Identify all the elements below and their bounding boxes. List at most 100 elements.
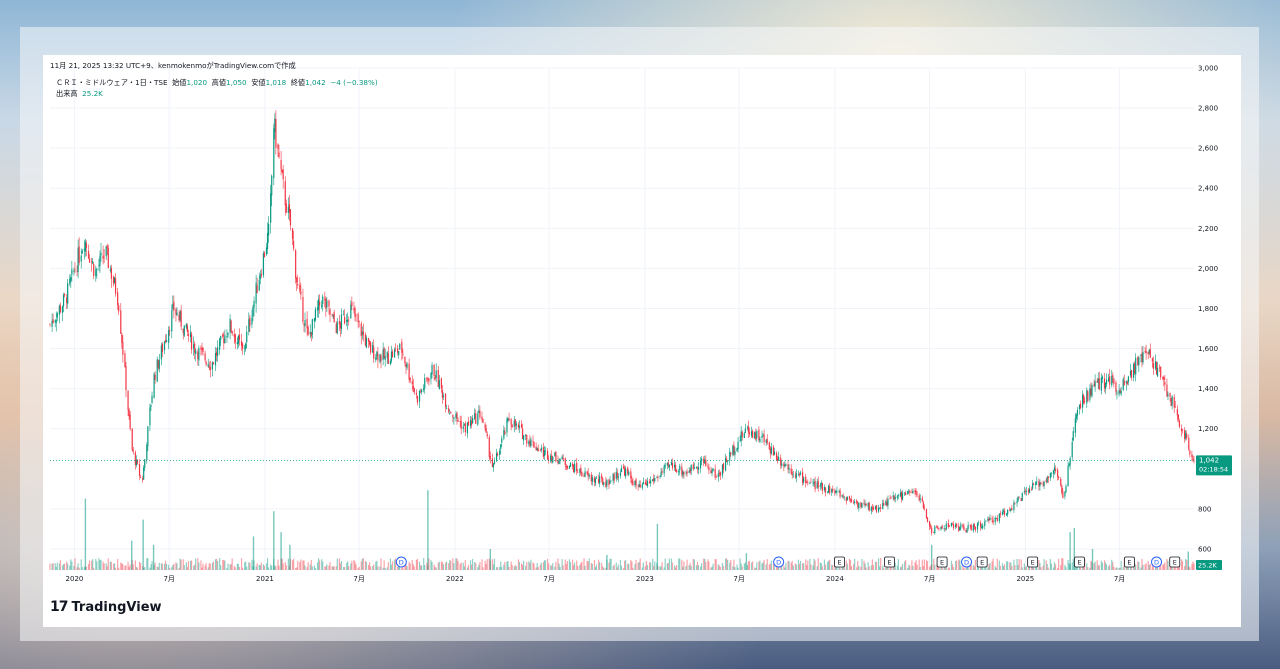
volume-bar <box>1017 564 1019 570</box>
candle-body <box>1046 477 1048 483</box>
candle-body <box>1129 370 1132 376</box>
volume-bar <box>762 562 764 570</box>
candle-body <box>151 395 153 403</box>
close-value: 1,042 <box>305 78 326 87</box>
volume-bar <box>812 565 814 570</box>
candle-body <box>406 363 408 368</box>
volume-bar <box>1010 562 1012 570</box>
price-axis[interactable]: 3,0002,8002,6002,4002,2002,0001,8001,600… <box>1198 65 1218 554</box>
candle-body <box>1071 442 1073 458</box>
volume-bar <box>132 564 134 570</box>
volume-spike <box>745 553 748 570</box>
candle-body <box>504 431 506 434</box>
volume-bar <box>569 562 572 570</box>
earnings-marker-label: E <box>1173 559 1177 567</box>
volume-bar <box>1083 565 1085 570</box>
volume-bar <box>475 563 477 570</box>
volume-bar <box>389 558 391 570</box>
candle-body <box>477 413 479 425</box>
volume-bar <box>642 562 644 570</box>
volume-bar <box>419 565 422 570</box>
volume-bar <box>478 564 480 570</box>
candle-body <box>644 482 647 485</box>
candle-body <box>955 524 957 527</box>
volume-bar <box>151 561 153 570</box>
candle-body <box>316 307 319 311</box>
volume-bar <box>1021 567 1023 570</box>
candle-body <box>1009 510 1011 512</box>
volume-bar <box>485 564 487 570</box>
volume-bar <box>857 560 859 570</box>
candle-body <box>797 474 800 475</box>
volume-bar <box>1075 565 1077 570</box>
candle-body <box>328 300 330 307</box>
symbol-line[interactable]: ＣＲＩ・ミドルウェア・1日・TSE <box>56 78 168 87</box>
candle-body <box>991 518 993 520</box>
low-value: 1,018 <box>265 78 287 87</box>
dividend-marker <box>773 556 785 568</box>
candle-body <box>260 273 262 276</box>
candle-body <box>1130 369 1133 378</box>
candle-body <box>307 327 309 335</box>
candle-body <box>377 353 379 361</box>
volume-bar <box>317 558 320 570</box>
volume-bar <box>877 558 880 570</box>
candle-body <box>609 480 611 484</box>
volume-bar <box>324 566 326 570</box>
candle-body <box>908 489 910 491</box>
volume-bar <box>854 558 856 570</box>
candle-body <box>1067 466 1069 486</box>
volume-bar <box>712 563 714 570</box>
volume-bar <box>287 558 289 570</box>
volume-bar <box>934 564 936 570</box>
tradingview-logo[interactable]: 17 TradingView <box>50 599 162 615</box>
candle-body <box>1089 388 1091 400</box>
volume-bar <box>212 561 215 570</box>
candle-body <box>209 367 211 370</box>
volume-bar <box>719 566 721 570</box>
volume-bar <box>936 564 938 570</box>
volume-bar <box>775 566 778 570</box>
volume-bar <box>907 567 909 570</box>
candle-body <box>302 296 304 322</box>
volume-bar <box>406 566 408 570</box>
candle-body <box>683 471 685 474</box>
candle-body <box>297 283 299 286</box>
candle-body <box>1065 486 1067 493</box>
volume-bar <box>1054 564 1057 570</box>
volume-bar <box>960 565 962 570</box>
volume-bar <box>175 562 177 570</box>
candle-body <box>1020 498 1022 502</box>
candle-body <box>909 490 911 493</box>
volume-bar <box>717 564 719 570</box>
volume-spike <box>489 549 492 570</box>
candle-body <box>733 444 735 454</box>
candle-body <box>635 479 637 486</box>
candle-body <box>88 258 91 263</box>
candle-body <box>460 421 462 429</box>
volume-bar <box>587 561 589 570</box>
volume-bar <box>173 563 175 570</box>
time-axis[interactable]: 2020 7月 2021 7月 2022 7月 2023 7月 2024 7月 2025 7月 <box>66 575 1126 583</box>
volume-bar <box>1040 567 1042 570</box>
volume-bar <box>938 567 940 570</box>
volume-bar <box>424 564 426 570</box>
volume-bar <box>824 564 827 570</box>
volume-bar <box>769 563 771 570</box>
volume-bar <box>750 562 753 570</box>
candle-body <box>144 459 146 468</box>
volume-bar <box>867 562 869 570</box>
volume-bar <box>446 561 448 570</box>
candle-body <box>900 491 903 500</box>
candle-body <box>311 319 313 335</box>
candle-body <box>1147 351 1149 355</box>
volume-bar <box>777 567 779 570</box>
volume-bar <box>863 560 865 570</box>
volume-bar <box>631 561 633 570</box>
candle-body <box>56 313 58 318</box>
volume-bar <box>1018 559 1020 570</box>
candle-body <box>304 320 306 327</box>
volume-tag <box>1196 560 1222 570</box>
candle-body <box>96 268 98 270</box>
